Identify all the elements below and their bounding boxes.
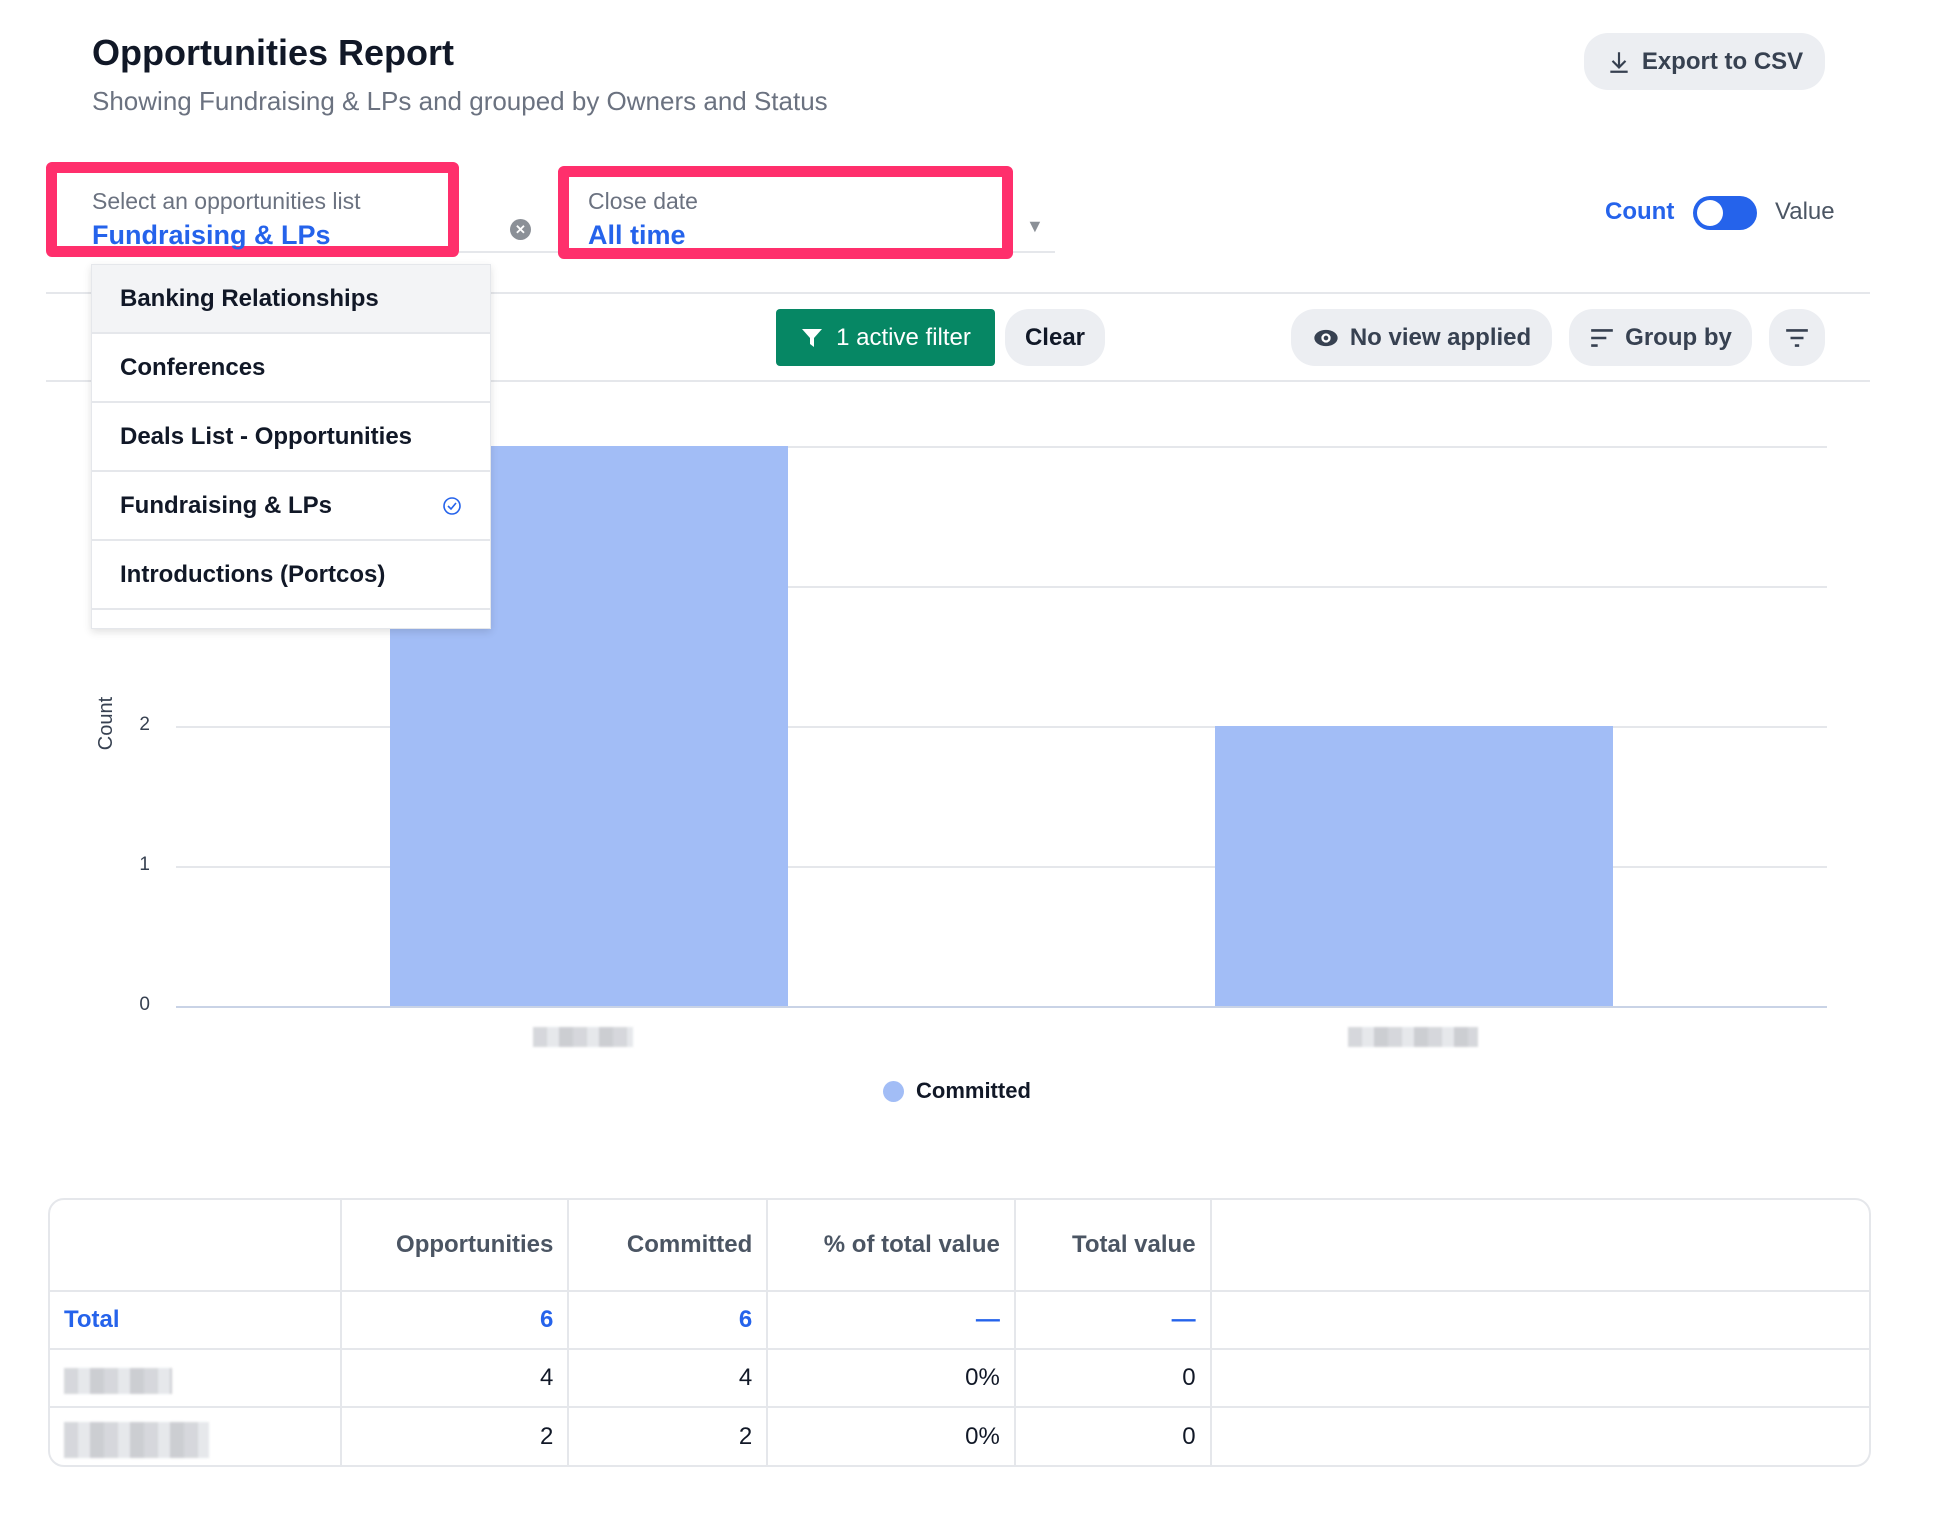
cell: 2 (341, 1407, 570, 1465)
dropdown-item[interactable]: Fundraising & LPs (92, 472, 490, 541)
clear-filters-button[interactable]: Clear (1005, 309, 1105, 366)
opportunities-list-select[interactable]: Select an opportunities list Fundraising… (46, 162, 459, 257)
divider (46, 380, 1870, 382)
view-label: No view applied (1349, 323, 1532, 351)
cell: — (1014, 1291, 1212, 1350)
bar[interactable] (1215, 726, 1613, 1006)
cell: 0 (1014, 1349, 1212, 1408)
y-tick-label: 2 (139, 714, 150, 735)
dropdown-item[interactable]: Conferences (92, 334, 490, 403)
funnel-icon (802, 328, 823, 347)
dropdown-item[interactable]: Introductions (Portcos) (92, 541, 490, 610)
dropdown-item-label: Banking Relationships (120, 284, 379, 312)
group-by-button[interactable]: Group by (1569, 309, 1752, 366)
date-select-value: All time (588, 220, 686, 250)
gridline (176, 586, 1827, 588)
clear-label: Clear (1024, 323, 1086, 351)
opportunities-list-dropdown: Banking Relationships Conferences Deals … (91, 264, 491, 629)
table-row-total: Total 6 6 — — (50, 1291, 1869, 1350)
list-select-value: Fundraising & LPs (92, 220, 331, 250)
row-label-redacted (64, 1368, 172, 1394)
cell: 6 (568, 1291, 769, 1350)
gridline (176, 726, 1827, 728)
cell: 6 (341, 1291, 570, 1350)
active-filter-button[interactable]: 1 active filter (776, 309, 995, 366)
table-row: 2 2 0% 0 (50, 1407, 1869, 1465)
dropdown-item-label: Fundraising & LPs (120, 491, 333, 519)
clear-selection-icon[interactable]: ✕ (510, 219, 531, 240)
x-tick-label-redacted (1348, 1027, 1478, 1047)
col-committed[interactable]: Committed (568, 1200, 769, 1292)
col-total-value[interactable]: Total value (1014, 1200, 1212, 1292)
cell: 4 (568, 1349, 769, 1408)
chevron-down-icon[interactable]: ▼ (1026, 216, 1044, 236)
gridline (176, 1006, 1827, 1008)
group-by-label: Group by (1625, 323, 1732, 351)
toggle-count-label[interactable]: Count (1605, 198, 1675, 225)
y-tick-label: 0 (139, 994, 150, 1015)
col-opportunities[interactable]: Opportunities (341, 1200, 570, 1292)
dropdown-item-label: Introductions (Portcos) (120, 560, 386, 588)
cell: 0 (1014, 1407, 1212, 1465)
download-icon (1610, 51, 1628, 73)
gridline (176, 446, 1827, 448)
toggle-knob (1697, 200, 1723, 226)
col-pct-total-value[interactable]: % of total value (767, 1200, 1016, 1292)
dropdown-item-label: Deals List - Opportunities (120, 422, 413, 450)
cell: 0% (767, 1349, 1016, 1408)
gridline (176, 866, 1827, 868)
check-circle-icon (443, 496, 461, 515)
filter-options-button[interactable] (1769, 309, 1825, 366)
page-title: Opportunities Report (92, 32, 454, 73)
y-axis-label: Count (95, 696, 118, 751)
total-label[interactable]: Total (50, 1291, 343, 1350)
table-header-row: Opportunities Committed % of total value… (50, 1200, 1869, 1292)
list-select-underline (459, 251, 559, 253)
dropdown-item[interactable]: Deals List - Opportunities (92, 403, 490, 472)
page-subtitle: Showing Fundraising & LPs and grouped by… (92, 86, 828, 116)
export-csv-button[interactable]: Export to CSV (1584, 33, 1825, 90)
x-tick-label-redacted (533, 1027, 633, 1047)
date-select-underline (1013, 251, 1055, 253)
y-tick-label: 1 (139, 854, 150, 875)
close-date-select[interactable]: Close date All time (558, 166, 1013, 259)
eye-icon (1314, 329, 1338, 346)
view-button[interactable]: No view applied (1291, 309, 1552, 366)
cell: — (767, 1291, 1016, 1350)
row-label-redacted (64, 1422, 209, 1458)
date-select-label: Close date (588, 188, 698, 214)
count-value-toggle[interactable] (1693, 196, 1757, 230)
chart-legend: Committed (883, 1078, 1031, 1104)
cell: 2 (568, 1407, 769, 1465)
export-label: Export to CSV (1641, 47, 1804, 75)
table-row: 4 4 0% 0 (50, 1349, 1869, 1408)
legend-swatch (883, 1080, 904, 1102)
filter-lines-icon (1786, 328, 1808, 347)
active-filter-label: 1 active filter (836, 323, 971, 351)
toggle-value-label[interactable]: Value (1775, 198, 1835, 225)
dropdown-item-label: Conferences (120, 353, 266, 381)
cell: 4 (341, 1349, 570, 1408)
sort-lines-icon (1591, 328, 1613, 347)
cell: 0% (767, 1407, 1016, 1465)
divider (46, 292, 1870, 294)
report-table: Opportunities Committed % of total value… (48, 1198, 1871, 1467)
list-select-label: Select an opportunities list (92, 188, 361, 214)
dropdown-item[interactable]: Banking Relationships (92, 265, 490, 334)
legend-label: Committed (916, 1078, 1031, 1103)
